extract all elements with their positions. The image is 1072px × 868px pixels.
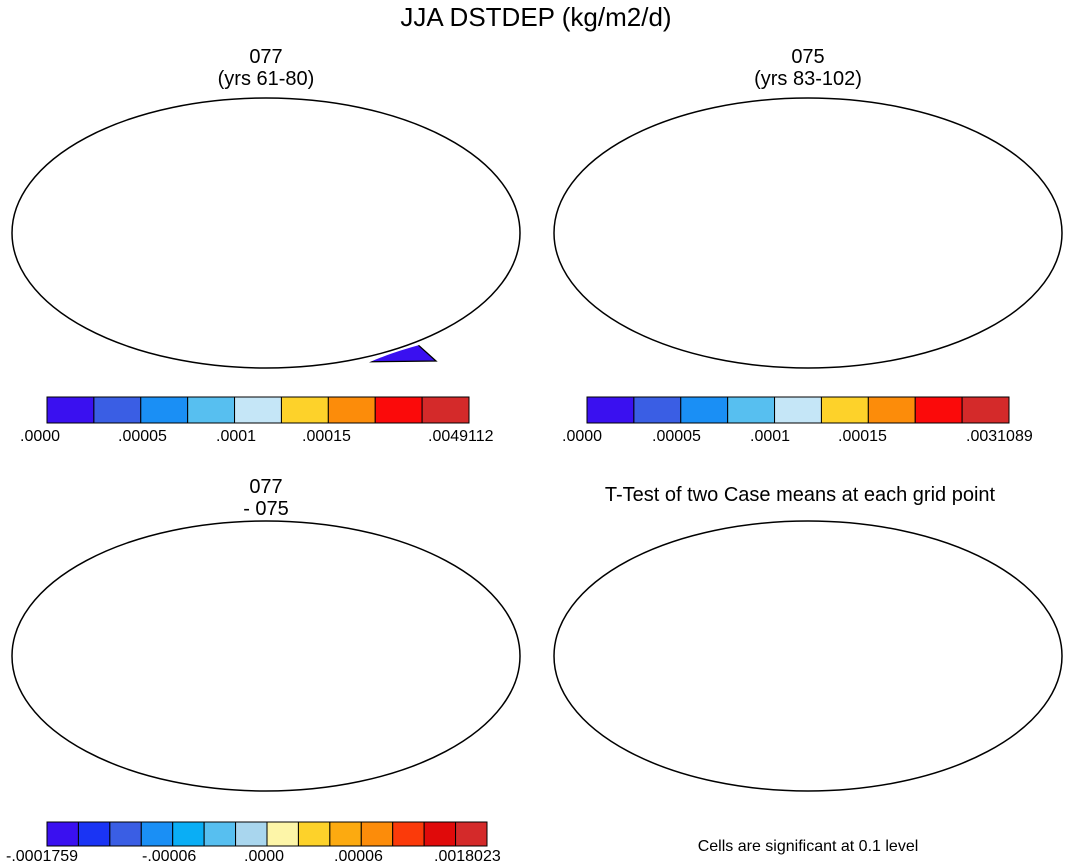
colorbar-1-label-0: .0000 [20,428,61,445]
colorbar-swatch [374,396,423,424]
colorbar-swatch [140,396,189,424]
colorbar-swatch [280,396,329,424]
panel-2-title: 075 (yrs 83-102) [658,46,958,90]
colorbar-2 [586,396,1010,424]
colorbar-1-labels: .0000 .00005 .0001 .00015 .0049112 [20,428,494,448]
colorbar-swatch [867,396,916,424]
colorbar-swatch [360,821,394,847]
panel-3-title-line1: 077 [249,476,283,498]
panel-3-title-line2: - 075 [243,498,289,520]
colorbar-2-label-0: .0000 [562,428,603,445]
map-panel-2 [553,97,1063,369]
colorbar-1 [46,396,470,424]
colorbar-1-label-1: .00005 [118,428,167,445]
colorbar-1-label-2: .0001 [216,428,257,445]
colorbar-swatch [140,821,174,847]
colorbar-swatch [633,396,682,424]
colorbar-swatch [187,396,236,424]
colorbar-3-label-2: .0000 [244,848,285,865]
colorbar-3 [46,821,488,847]
figure-title: JJA DSTDEP (kg/m2/d) [400,2,672,32]
panel-4-title: T-Test of two Case means at each grid po… [540,484,1060,506]
colorbar-swatch [46,821,79,847]
colorbar-3-label-1: -.00006 [142,848,197,865]
panel-3-title: 077 - 075 [116,476,416,520]
colorbar-swatch [77,821,111,847]
colorbar-3-label-3: .00006 [334,848,383,865]
colorbar-swatch [680,396,729,424]
colorbar-swatch [455,821,488,847]
colorbar-2-labels: .0000 .00005 .0001 .00015 .0031089 [562,428,1033,448]
colorbar-swatch [914,396,963,424]
panel-1-title: 077 (yrs 61-80) [116,46,416,90]
colorbar-2-label-1: .00005 [652,428,701,445]
colorbar-swatch [727,396,776,424]
colorbar-1-label-4: .0049112 [428,428,494,445]
map-panel-1 [11,97,521,369]
colorbar-3-labels: -.0001759 -.00006 .0000 .00006 .0018023 [6,848,536,868]
colorbar-2-label-4: .0031089 [966,428,1033,445]
colorbar-swatch [392,821,425,847]
map-1-frame [11,97,521,369]
colorbar-2-label-2: .0001 [750,428,791,445]
colorbar-swatch [109,821,142,847]
colorbar-3-label-4: .0018023 [434,848,501,865]
map-1-ocean [12,98,520,368]
colorbar-swatch [586,396,635,424]
map-2-frame [553,97,1063,369]
panel-1-title-line1: 077 [249,46,283,68]
colorbar-swatch [266,821,299,847]
colorbar-swatch [93,396,142,424]
colorbar-swatch [203,821,237,847]
panel-2-title-line2: (yrs 83-102) [754,68,862,90]
colorbar-swatch [327,396,376,424]
significance-note: Cells are significant at 0.1 level [697,838,919,855]
colorbar-swatch [234,396,282,424]
colorbar-3-label-0: -.0001759 [6,848,79,865]
colorbar-swatch [297,821,331,847]
map-3-frame [11,520,521,792]
panel-1-title-line2: (yrs 61-80) [217,68,315,90]
colorbar-swatch [46,396,95,424]
colorbar-swatch [235,821,268,847]
map-4-ocean [554,521,1062,791]
map-3-ocean [12,521,520,791]
panel-4-title-line1: T-Test of two Case means at each grid po… [604,484,996,506]
colorbar-swatch [423,821,457,847]
map-4-frame [553,520,1063,792]
colorbar-swatch [421,396,470,424]
colorbar-swatch [774,396,822,424]
map-panel-3 [11,520,521,792]
colorbar-swatch [329,821,362,847]
colorbar-swatch [172,821,205,847]
colorbar-2-label-3: .00015 [838,428,887,445]
map-panel-4 [553,520,1063,792]
colorbar-swatch [961,396,1010,424]
colorbar-swatch [820,396,869,424]
colorbar-1-label-3: .00015 [302,428,351,445]
map-2-ocean [554,98,1062,368]
panel-2-title-line1: 075 [791,46,825,68]
